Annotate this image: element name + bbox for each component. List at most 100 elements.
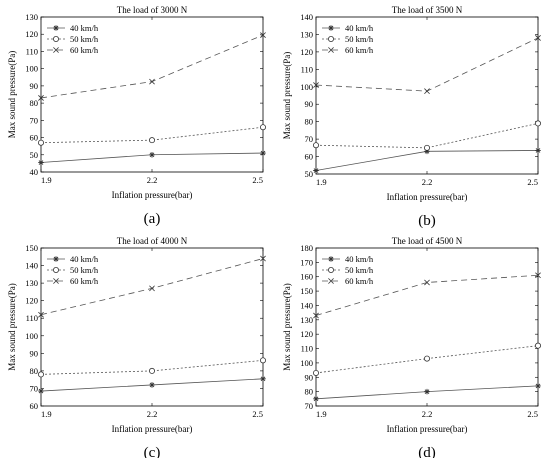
data-point [149,78,155,85]
legend-marker [53,47,59,53]
legend-label: 50 km/h [345,34,374,44]
data-point [259,124,266,131]
chart-title: The load of 3500 N [392,5,463,15]
x-axis-label: Inflation pressure(bar) [387,424,468,434]
y-tick-label: 150 [300,286,313,296]
data-point [260,32,266,38]
legend: 40 km/h50 km/h60 km/h [47,254,99,286]
y-tick-label: 120 [300,47,313,57]
y-tick-label: 60 [30,401,39,411]
panel-label: (c) [144,445,161,458]
legend-label: 60 km/h [70,45,99,55]
chart-title: The load of 4000 N [117,236,188,246]
chart-panel: The load of 4000 N 60 70 80 90 100 110 120 130 14… [7,236,266,461]
data-point [535,147,541,154]
data-point [259,357,266,364]
data-point [535,272,541,279]
legend-label: 40 km/h [70,254,99,264]
data-point [148,137,155,144]
y-tick-label: 60 [305,152,314,162]
legend: 40 km/h50 km/h60 km/h [322,23,374,55]
data-point [535,120,542,127]
y-tick-label: 60 [30,133,39,143]
y-tick-label: 80 [305,117,314,127]
chart-panel: The load of 3500 N 50 60 70 80 90 100 110 120 130… [282,5,542,229]
x-tick-label: 1.9 [41,175,52,185]
y-tick-label: 80 [30,98,39,108]
y-tick-label: 140 [25,261,38,271]
legend: 40 km/h50 km/h60 km/h [47,23,99,55]
y-tick-label: 110 [301,344,313,354]
x-axis-label: Inflation pressure(bar) [112,424,193,434]
data-point [260,255,266,262]
y-axis-label: Max sound pressure(Pa) [282,52,292,139]
legend-marker [328,256,334,262]
series-line [40,126,264,144]
y-axis-label: Max sound pressure(Pa) [7,283,17,370]
x-tick-label: 2.5 [527,409,538,419]
chart-panel: The load of 3000 N 40 50 60 70 80 90 100 110 120 1… [7,5,266,227]
x-tick-label: 2.2 [147,409,158,419]
x-axis-label: Inflation pressure(bar) [112,190,193,200]
data-point [424,88,430,95]
y-tick-label: 70 [30,115,39,125]
y-tick-label: 70 [30,383,39,393]
data-point [260,150,266,156]
data-point [313,312,319,319]
y-tick-label: 110 [26,313,38,323]
chart-title: The load of 3000 N [117,5,188,15]
panel-label: (a) [144,211,161,227]
x-axis-label: Inflation pressure(bar) [387,192,468,202]
data-point [38,159,44,166]
panel-label: (b) [418,213,436,229]
legend-marker [53,278,59,284]
y-tick-label: 170 [300,257,313,267]
y-tick-label: 120 [25,296,38,306]
data-point [38,139,45,146]
series-line [40,359,264,375]
x-tick-label: 2.5 [252,409,263,419]
legend-marker [327,36,334,43]
y-tick-label: 100 [25,64,38,74]
y-tick-label: 150 [25,243,38,253]
chart-panel: The load of 4500 N 70 80 90 100 110 120 130 140 1… [282,236,542,461]
y-tick-label: 160 [300,272,313,282]
data-point [313,167,319,174]
y-tick-label: 90 [305,99,314,109]
y-tick-label: 80 [30,366,39,376]
data-point [313,82,319,88]
x-tick-label: 2.5 [252,175,263,185]
y-tick-label: 180 [300,243,313,253]
data-point [424,279,430,286]
series-line [315,123,539,149]
legend-marker [53,36,60,43]
legend-marker [328,25,334,31]
data-point [312,369,319,376]
data-point [149,151,155,158]
y-tick-label: 80 [305,387,314,397]
data-point [148,367,155,374]
y-tick-label: 130 [300,29,313,39]
legend-marker [328,47,334,53]
legend-label: 40 km/h [345,254,374,264]
legend-label: 40 km/h [345,23,374,33]
data-point [313,396,319,402]
y-tick-label: 50 [30,150,39,160]
data-point [535,35,541,41]
y-tick-label: 120 [25,29,38,39]
x-tick-label: 2.2 [147,175,158,185]
y-tick-label: 130 [25,278,38,288]
legend-marker [53,256,59,262]
legend-label: 50 km/h [345,265,374,275]
legend-label: 50 km/h [70,34,99,44]
y-tick-label: 50 [305,169,314,179]
y-axis-label: Max sound pressure(Pa) [282,283,292,370]
data-point [423,355,430,362]
x-tick-label: 2.5 [527,177,538,187]
x-tick-label: 2.2 [422,177,433,187]
y-tick-label: 70 [305,134,314,144]
data-point [260,375,266,382]
legend-marker [327,266,334,273]
